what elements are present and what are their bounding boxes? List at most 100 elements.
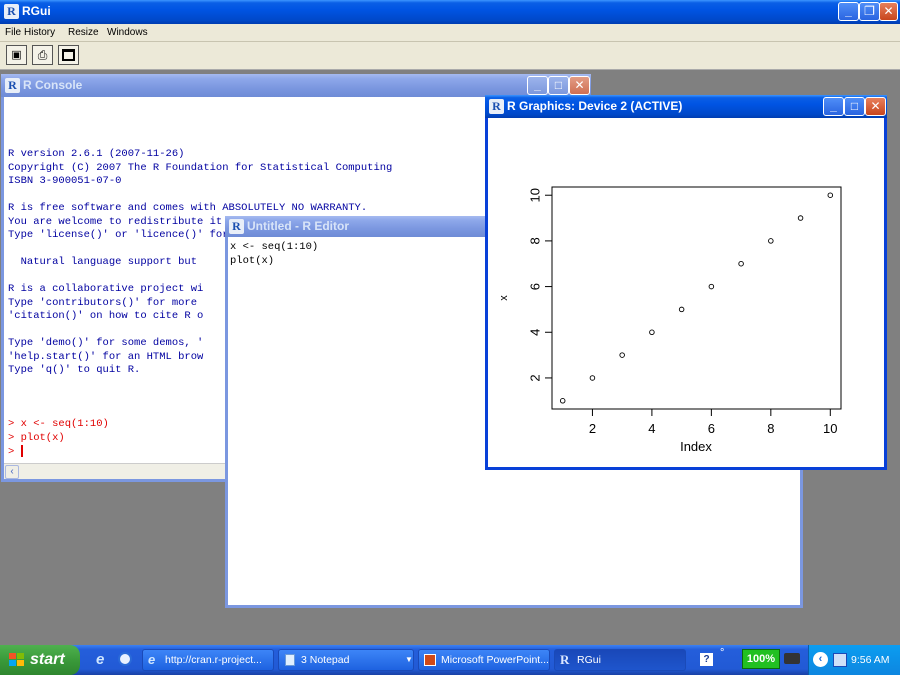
r-graphics-window: R R Graphics: Device 2 (ACTIVE) _ □ ✕ In…: [485, 95, 887, 470]
console-maximize-button[interactable]: □: [548, 76, 569, 95]
console-line: R version 2.6.1 (2007-11-26): [8, 148, 185, 160]
window-icon[interactable]: [58, 45, 79, 65]
system-tray: ‹ 9:56 AM: [808, 645, 900, 675]
menu-history[interactable]: History: [24, 27, 56, 38]
console-title: R Console: [23, 78, 83, 92]
open-script-icon[interactable]: ▣: [6, 45, 27, 65]
graphics-maximize-button[interactable]: □: [844, 97, 865, 116]
network-icon[interactable]: °: [720, 647, 725, 659]
taskbar: start e e http://cran.r-project... 3 Not…: [0, 645, 900, 675]
graphics-close-button[interactable]: ✕: [865, 97, 886, 116]
rgui-restore-button[interactable]: ❐: [859, 2, 880, 21]
data-point: [827, 192, 834, 198]
task-label: RGui: [577, 654, 601, 666]
menu-resize[interactable]: Resize: [68, 27, 99, 38]
console-close-button[interactable]: ✕: [569, 76, 590, 95]
console-line: 'citation()' on how to cite R o: [8, 310, 204, 322]
task-label: 3 Notepad: [301, 654, 350, 666]
data-point: [678, 306, 685, 313]
y-axis-label: x: [498, 295, 510, 301]
editor-line: x <- seq(1:10): [230, 241, 319, 253]
rgui-title: RGui: [22, 4, 51, 18]
x-tick-label: 4: [648, 421, 655, 436]
r-logo-icon: R: [560, 652, 570, 667]
task-label: Microsoft PowerPoint...: [441, 654, 549, 666]
task-rgui[interactable]: R RGui: [554, 649, 686, 671]
windows-logo-icon: [9, 653, 24, 667]
editor-line: plot(x): [230, 254, 275, 267]
graphics-minimize-button[interactable]: _: [823, 97, 844, 116]
clock: 9:56 AM: [851, 654, 890, 666]
power-plug-icon[interactable]: [784, 653, 800, 664]
data-point: [589, 375, 596, 381]
console-line: Type 'demo()' for some demos, ': [8, 337, 204, 349]
graphics-title-bar[interactable]: R R Graphics: Device 2 (ACTIVE) _ □ ✕: [485, 95, 887, 118]
r-logo-icon: R: [4, 4, 19, 19]
console-command-line: > x <- seq(1:10): [8, 418, 109, 430]
console-command-line: > plot(x): [8, 431, 65, 444]
x-tick-label: 6: [708, 421, 715, 436]
r-logo-icon: R: [5, 78, 20, 93]
menu-file[interactable]: File: [5, 27, 22, 38]
task-notepad-group[interactable]: 3 Notepad ▼: [278, 649, 414, 671]
x-tick-label: 10: [823, 421, 837, 436]
data-point: [649, 329, 655, 336]
console-line: R is free software and comes with ABSOLU…: [8, 202, 368, 214]
x-tick-label: 2: [589, 421, 596, 436]
console-line: Natural language support but: [8, 256, 198, 268]
console-line: ISBN 3-900051-07-0: [8, 175, 122, 187]
text-cursor: [20, 445, 23, 457]
notepad-icon: [285, 654, 295, 666]
task-label: http://cran.r-project...: [165, 654, 262, 666]
rgui-minimize-button[interactable]: _: [838, 2, 859, 21]
menu-bar: File History Resize Windows: [0, 24, 900, 42]
x-tick-label: 8: [767, 421, 774, 436]
data-point: [559, 398, 566, 404]
data-point: [708, 283, 715, 290]
rgui-title-bar[interactable]: R RGui _ ❐ ✕: [0, 0, 900, 24]
y-tick-label: 8: [528, 237, 543, 244]
data-point: [619, 352, 625, 358]
scatter-plot: Index x 2 4 6 8 10 2 4 6 8 10: [498, 186, 842, 454]
console-command-line: >: [8, 445, 23, 458]
editor-text-area[interactable]: x <- seq(1:10) plot(x): [230, 241, 790, 601]
tray-app-icon[interactable]: [833, 653, 847, 667]
console-line: Type 'contributors()' for more: [8, 296, 198, 309]
tray-collapse-icon[interactable]: ‹: [813, 652, 828, 667]
console-title-bar[interactable]: R R Console _ □ ✕: [1, 74, 591, 97]
console-line: Type 'q()' to quit R.: [8, 364, 141, 376]
browser-quicklaunch-icon[interactable]: [118, 652, 132, 666]
y-tick-label: 2: [528, 374, 543, 381]
scroll-left-icon[interactable]: ‹: [5, 465, 19, 479]
graphics-title: R Graphics: Device 2 (ACTIVE): [507, 99, 683, 113]
ie-icon: e: [148, 652, 156, 667]
ie-quicklaunch-icon[interactable]: e: [96, 651, 105, 668]
r-logo-icon: R: [489, 99, 504, 114]
data-point: [797, 215, 804, 221]
console-minimize-button[interactable]: _: [527, 76, 548, 95]
r-logo-icon: R: [229, 219, 244, 234]
task-powerpoint[interactable]: Microsoft PowerPoint...: [418, 649, 550, 671]
start-label: start: [30, 651, 65, 668]
y-tick-label: 10: [528, 188, 543, 202]
group-dropdown-icon: ▼: [405, 655, 413, 664]
rgui-close-button[interactable]: ✕: [879, 2, 898, 21]
editor-title: Untitled - R Editor: [247, 219, 349, 233]
print-icon[interactable]: ⎙: [32, 45, 53, 65]
console-line: R is a collaborative project wi: [8, 283, 204, 295]
powerpoint-icon: [424, 654, 436, 666]
data-point: [738, 260, 744, 267]
help-icon[interactable]: ?: [700, 653, 713, 666]
console-line: Copyright (C) 2007 The R Foundation for …: [8, 161, 393, 174]
toolbar: ▣ ⎙: [0, 42, 900, 70]
data-point: [768, 238, 774, 244]
menu-windows[interactable]: Windows: [107, 27, 148, 38]
start-button[interactable]: start: [0, 645, 80, 675]
task-cran-browser[interactable]: e http://cran.r-project...: [142, 649, 274, 671]
x-axis-label: Index: [680, 439, 712, 454]
y-tick-label: 4: [528, 329, 543, 336]
console-line: 'help.start()' for an HTML brow: [8, 350, 204, 363]
plot-box: [551, 186, 842, 410]
y-tick-label: 6: [528, 283, 543, 290]
battery-indicator[interactable]: 100%: [742, 649, 780, 669]
